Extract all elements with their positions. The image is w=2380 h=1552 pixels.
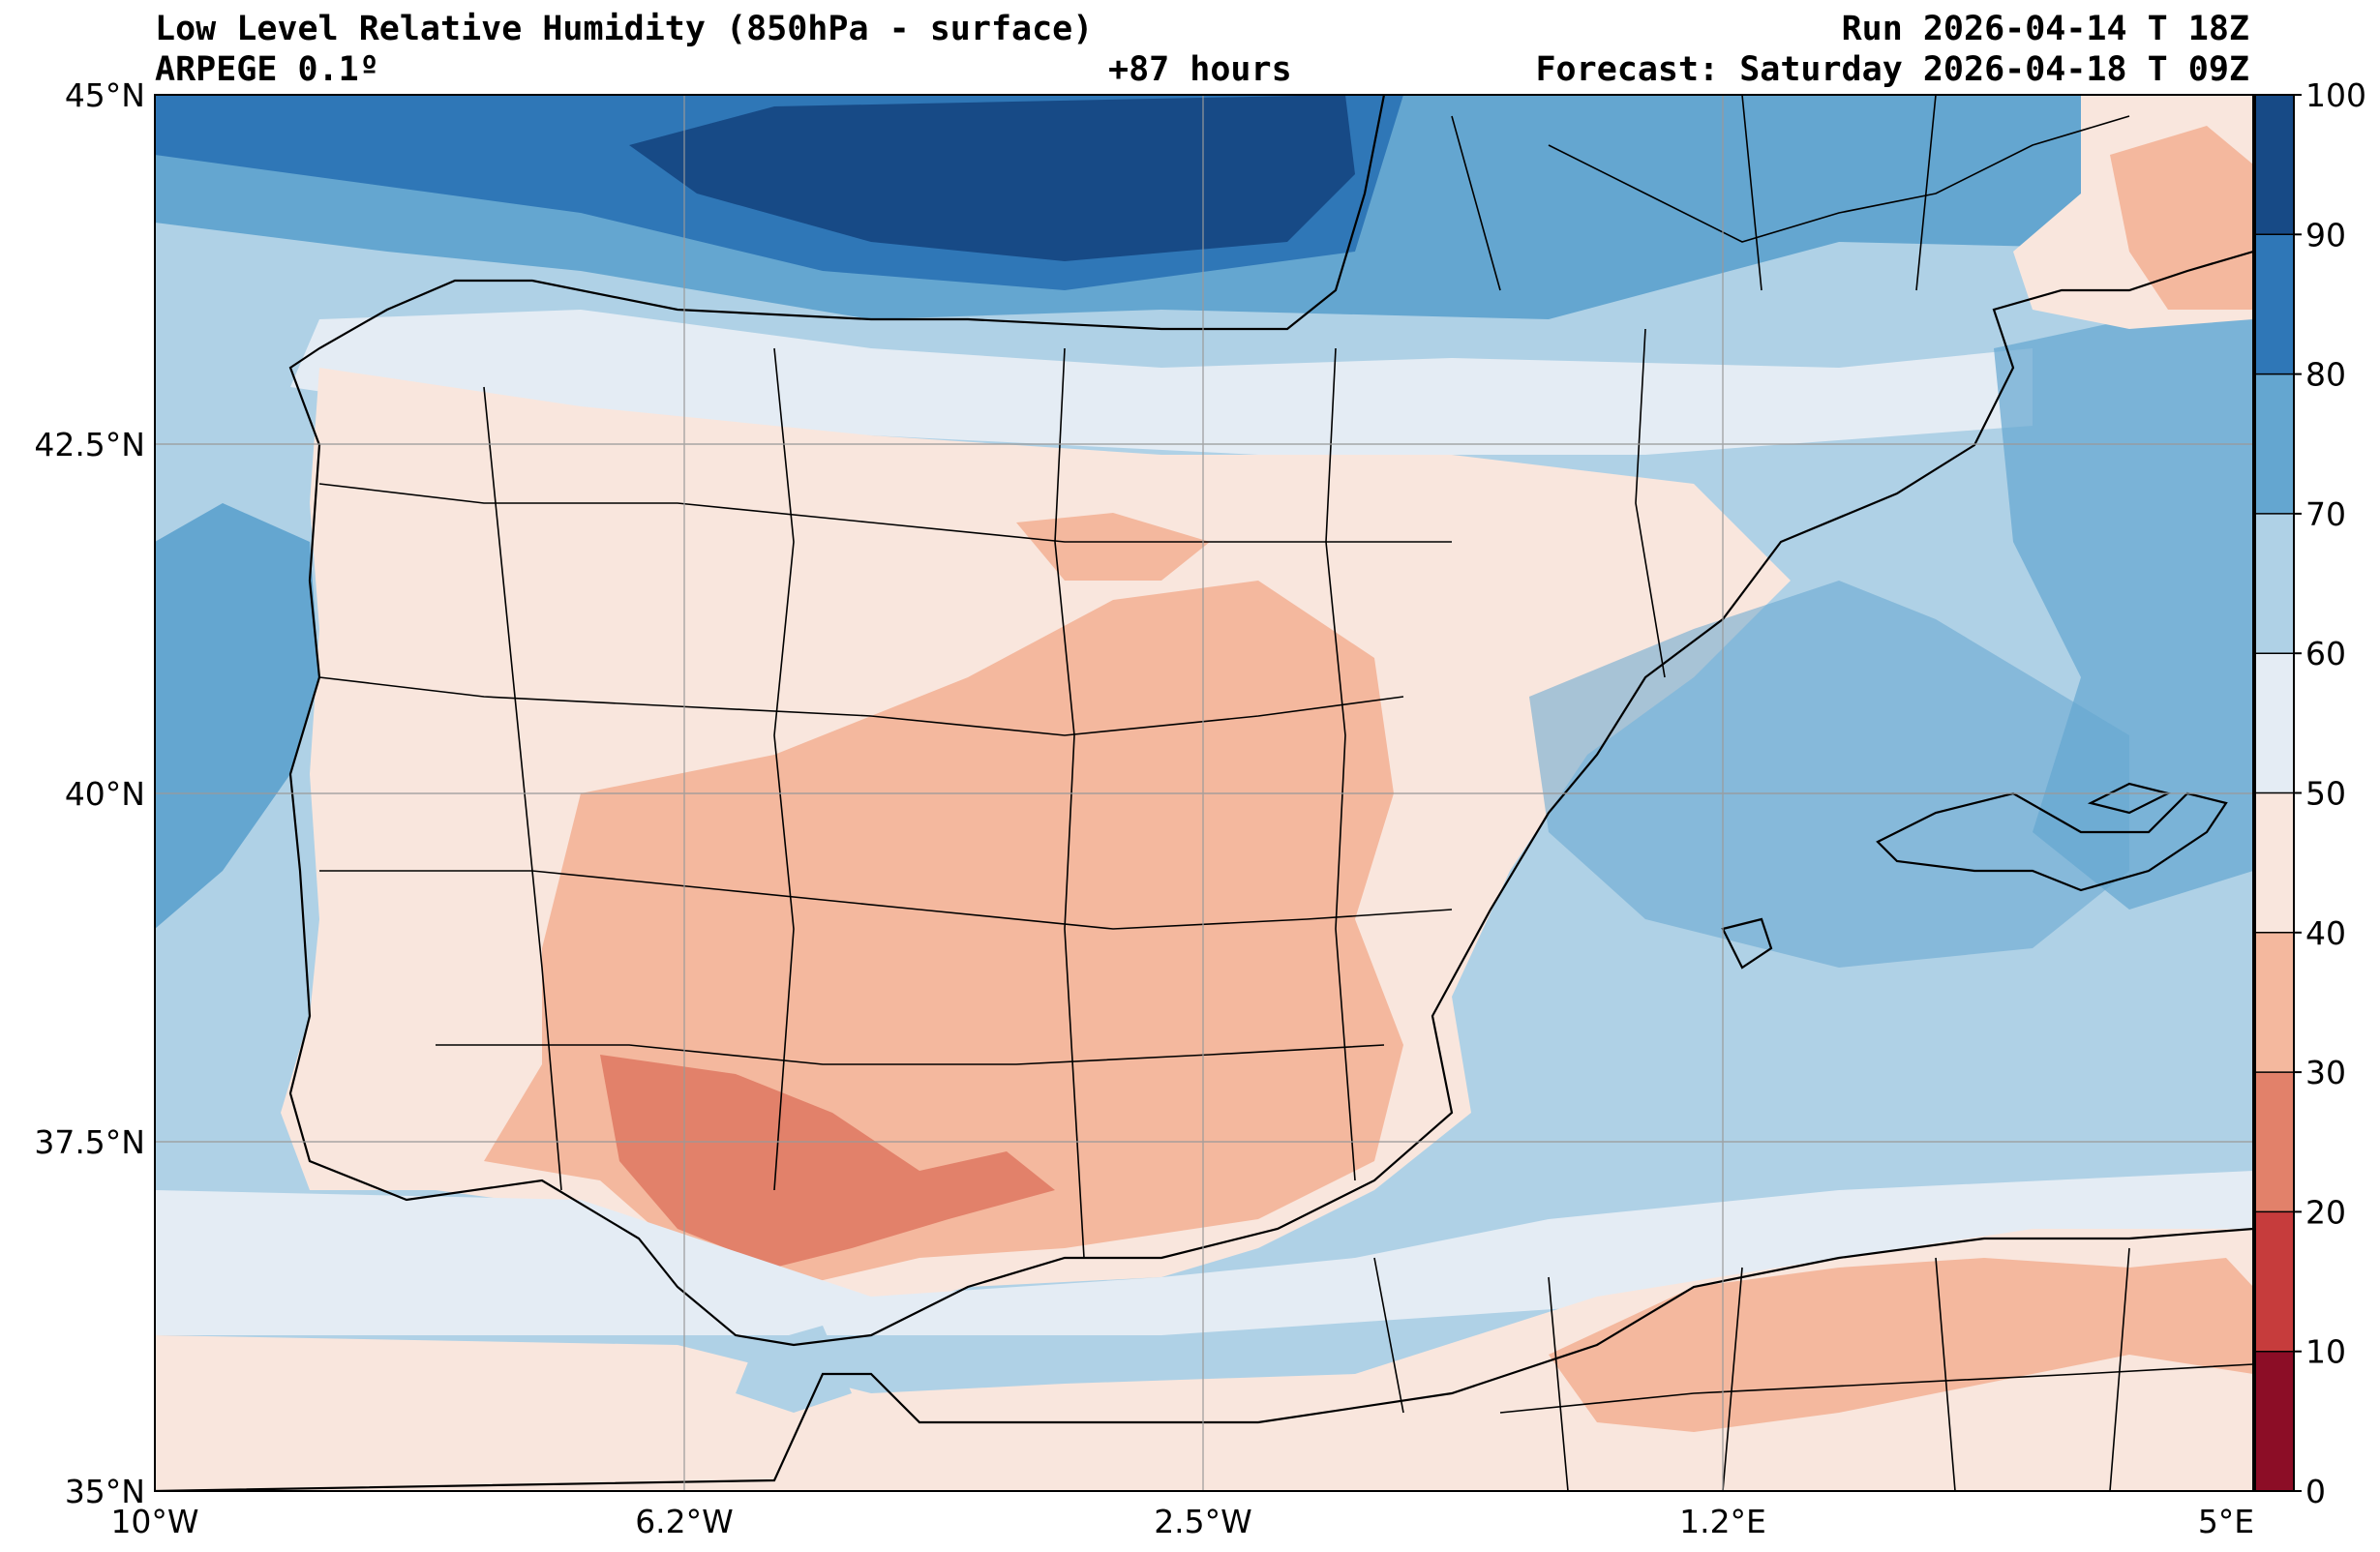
colorbar-label: 70: [2305, 495, 2346, 533]
map-frame: [154, 94, 2254, 1492]
colorbar-label: 10: [2305, 1333, 2346, 1371]
colorbar-label: 60: [2305, 635, 2346, 672]
east-sea-70-80: [1994, 290, 2253, 910]
lat-label: 42.5°N: [34, 426, 145, 463]
provence-30-40: [2110, 126, 2253, 310]
lat-label: 37.5°N: [34, 1123, 145, 1161]
longitude-labels: 10°W 6.2°W 2.5°W 1.2°E 5°E: [110, 1503, 2254, 1540]
lead-time: +87 hours: [1108, 50, 1292, 89]
colorbar-label: 100: [2305, 76, 2366, 114]
colorbar-label: 50: [2305, 775, 2346, 813]
meseta-30-40: [1016, 513, 1210, 581]
lon-label: 6.2°W: [635, 1503, 734, 1540]
forecast-time: Forecast: Saturday 2026-04-18 T 09Z: [1535, 50, 2249, 89]
andalusia-20-30: [600, 1055, 1055, 1268]
colorbar-label: 80: [2305, 356, 2346, 394]
biscay-core-90-100: [629, 95, 1355, 261]
lon-label: 10°W: [110, 1503, 198, 1540]
colorbar-segment: [2255, 1351, 2294, 1492]
colorbar: 0 10 20 30 40 50 60 70 80 90 100: [2254, 76, 2366, 1510]
strait-60-70: [736, 1326, 852, 1413]
map-title: Low Level Relative Humidity (850hPa - su…: [155, 10, 1094, 48]
colorbar-label: 90: [2305, 216, 2346, 254]
colorbar-segment: [2255, 95, 2294, 235]
north-coast-band-50-60: [290, 310, 2033, 455]
colorbar-segment: [2255, 1072, 2294, 1212]
algeria-30-40: [1549, 1258, 2253, 1432]
graticule: [155, 95, 2253, 1491]
colorbar-segment: [2255, 513, 2294, 654]
run-time: Run 2026-04-14 T 18Z: [1841, 10, 2249, 48]
atlantic-70-80: [155, 503, 319, 929]
colorbar-segment: [2255, 373, 2294, 515]
lat-label: 35°N: [65, 1473, 145, 1510]
lat-label: 40°N: [65, 775, 145, 813]
lon-label: 2.5°W: [1154, 1503, 1252, 1540]
lon-label: 5°E: [2198, 1503, 2254, 1540]
colorbar-label: 40: [2305, 914, 2346, 952]
model-name: ARPEGE 0.1º: [155, 50, 379, 89]
colorbar-segment: [2255, 653, 2294, 793]
colorbar-label: 0: [2305, 1473, 2326, 1510]
coastlines: [155, 95, 2253, 1491]
colorbar-segment: [2255, 234, 2294, 375]
colorbar-label: 20: [2305, 1193, 2346, 1231]
colorbar-segment: [2255, 932, 2294, 1073]
colorbar-segment: [2255, 792, 2294, 934]
colorbar-segment: [2255, 1211, 2294, 1353]
region-borders: [318, 95, 2253, 1491]
latitude-labels: 45°N 42.5°N 40°N 37.5°N 35°N: [34, 76, 145, 1510]
lon-label: 1.2°E: [1679, 1503, 1766, 1540]
colorbar-label: 30: [2305, 1054, 2346, 1091]
lat-label: 45°N: [65, 76, 145, 114]
